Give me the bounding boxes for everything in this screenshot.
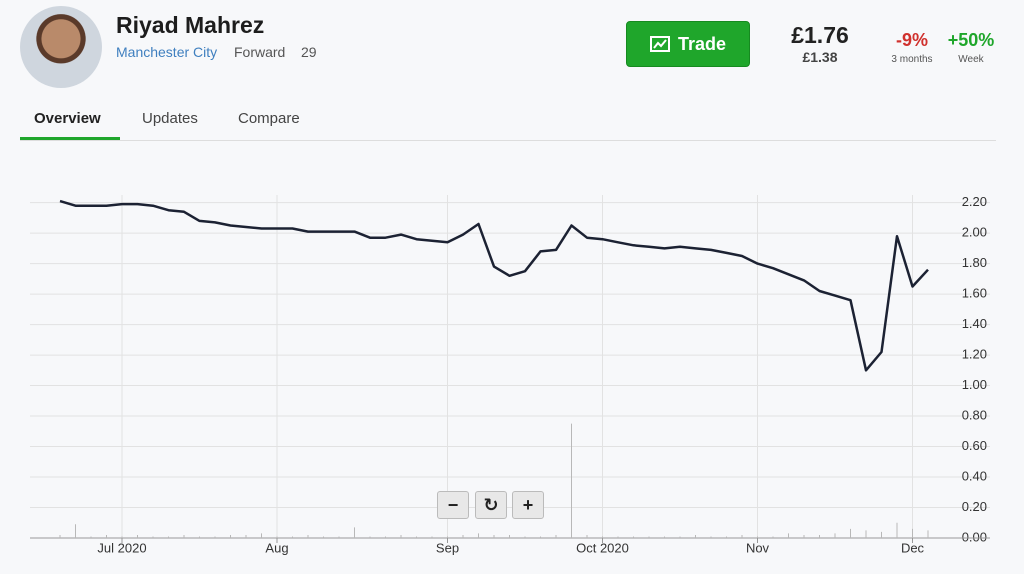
change-label: 3 months bbox=[891, 54, 933, 65]
position: Forward bbox=[234, 44, 286, 60]
x-tick-label: Sep bbox=[436, 540, 459, 555]
tab[interactable]: Compare bbox=[238, 110, 300, 127]
y-tick-label: 0.40 bbox=[962, 468, 987, 483]
tab[interactable]: Updates bbox=[142, 110, 198, 127]
y-tick-label: 1.80 bbox=[962, 255, 987, 270]
player-name: Riyad Mahrez bbox=[116, 12, 265, 38]
x-tick-label: Aug bbox=[265, 540, 288, 555]
tab[interactable]: Overview bbox=[34, 110, 101, 127]
x-tick-label: Dec bbox=[901, 540, 925, 555]
avatar bbox=[20, 6, 102, 88]
tabs: Overview Updates Compare bbox=[20, 104, 996, 141]
x-tick-label: Jul 2020 bbox=[97, 540, 146, 555]
reset-zoom-button[interactable]: ↻ bbox=[475, 491, 507, 519]
change-value: +50% bbox=[947, 30, 995, 50]
club-link[interactable]: Manchester City bbox=[116, 44, 218, 60]
trade-label: Trade bbox=[677, 33, 727, 54]
zoom-in-button[interactable]: + bbox=[512, 491, 544, 519]
price: £1.76 bbox=[791, 22, 849, 48]
zoom-out-button[interactable]: − bbox=[437, 491, 469, 519]
trade-icon bbox=[649, 36, 670, 52]
previous-price: £1.38 bbox=[802, 49, 838, 65]
y-tick-label: 1.40 bbox=[962, 316, 987, 331]
y-tick-label: 1.00 bbox=[962, 377, 987, 392]
price-line bbox=[59, 199, 929, 372]
y-tick-label: 0.00 bbox=[962, 529, 987, 544]
change-label: Week bbox=[958, 54, 984, 65]
trade-button[interactable]: Trade bbox=[626, 21, 750, 67]
y-tick-label: 0.80 bbox=[962, 407, 987, 422]
y-tick-label: 2.00 bbox=[962, 225, 987, 240]
y-tick-label: 1.60 bbox=[962, 286, 987, 301]
x-tick-label: Oct 2020 bbox=[576, 540, 629, 555]
y-tick-label: 0.20 bbox=[962, 499, 987, 514]
y-tick-label: 0.60 bbox=[962, 438, 987, 453]
age: 29 bbox=[301, 44, 317, 60]
x-tick-label: Nov bbox=[746, 540, 770, 555]
change-value: -9% bbox=[895, 30, 928, 50]
y-tick-label: 2.20 bbox=[962, 194, 987, 209]
active-tab-indicator bbox=[20, 137, 120, 140]
y-tick-label: 1.20 bbox=[962, 347, 987, 362]
